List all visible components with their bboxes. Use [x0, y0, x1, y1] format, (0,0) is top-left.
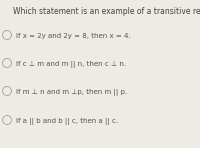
- Text: If m ⊥ n and m ⊥p, then m || p.: If m ⊥ n and m ⊥p, then m || p.: [16, 89, 127, 96]
- Text: If c ⊥ m and m || n, then c ⊥ n.: If c ⊥ m and m || n, then c ⊥ n.: [16, 61, 126, 68]
- Circle shape: [2, 58, 12, 67]
- Circle shape: [2, 30, 12, 40]
- Circle shape: [2, 86, 12, 95]
- Text: If x = 2y and 2y = 8, then x = 4.: If x = 2y and 2y = 8, then x = 4.: [16, 33, 131, 39]
- Circle shape: [2, 115, 12, 124]
- Text: If a || b and b || c, then a || c.: If a || b and b || c, then a || c.: [16, 118, 118, 125]
- Text: Which statement is an example of a transitive relationship?: Which statement is an example of a trans…: [13, 7, 200, 16]
